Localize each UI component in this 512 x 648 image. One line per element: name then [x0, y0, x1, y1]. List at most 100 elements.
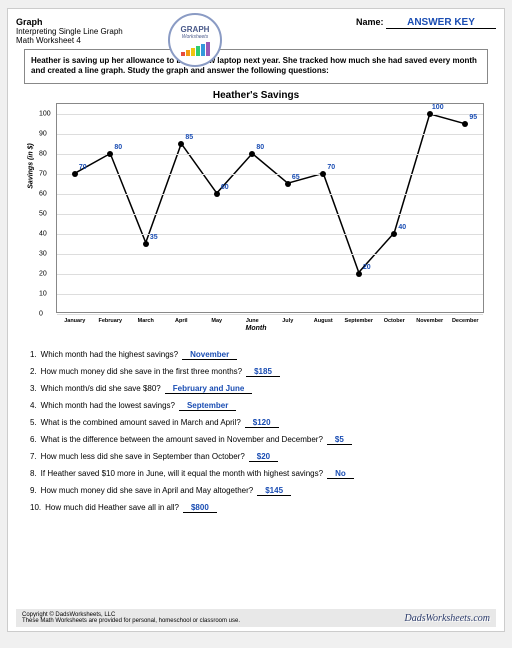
instruction-box: Heather is saving up her allowance to bu… [24, 49, 488, 84]
x-tick-label: May [211, 318, 222, 324]
answer-value: $145 [257, 486, 291, 496]
data-point [72, 171, 78, 177]
header: Graph Interpreting Single Line Graph Mat… [16, 17, 496, 45]
data-label: 100 [432, 104, 444, 111]
x-tick-label: April [175, 318, 188, 324]
x-tick-label: August [314, 318, 333, 324]
question-number: 5. [30, 418, 37, 427]
data-point [320, 171, 326, 177]
grid-line [57, 114, 483, 115]
data-point [249, 151, 255, 157]
y-tick-label: 0 [39, 310, 43, 317]
x-tick-label: October [384, 318, 405, 324]
question-text: Which month/s did she save $80? [41, 384, 161, 393]
doc-title: Graph [16, 17, 123, 27]
x-tick-label: July [282, 318, 293, 324]
question-row: 6.What is the difference between the amo… [30, 435, 482, 445]
grid-line [57, 134, 483, 135]
question-number: 1. [30, 350, 37, 359]
y-tick-label: 70 [39, 170, 47, 177]
data-point [427, 111, 433, 117]
data-label: 60 [221, 184, 229, 191]
answer-value: $20 [249, 452, 278, 462]
x-tick-label: February [98, 318, 122, 324]
x-tick-label: November [416, 318, 443, 324]
data-label: 35 [150, 234, 158, 241]
y-tick-label: 30 [39, 250, 47, 257]
questions-list: 1.Which month had the highest savings?No… [30, 350, 482, 513]
data-point [356, 271, 362, 277]
footer-text: Copyright © DadsWorksheets, LLC These Ma… [22, 612, 240, 624]
y-tick-label: 80 [39, 150, 47, 157]
worksheet-page: Graph Interpreting Single Line Graph Mat… [7, 8, 505, 632]
answer-value: November [182, 350, 237, 360]
logo-text2: Worksheets [182, 34, 208, 40]
grid-line [57, 154, 483, 155]
question-number: 6. [30, 435, 37, 444]
question-number: 7. [30, 452, 37, 461]
data-point [143, 241, 149, 247]
logo-text1: GRAPH [181, 25, 210, 34]
grid-line [57, 174, 483, 175]
question-text: How much did Heather save all in all? [45, 503, 179, 512]
question-number: 4. [30, 401, 37, 410]
question-row: 8.If Heather saved $10 more in June, wil… [30, 469, 482, 479]
logo-bars-icon [181, 42, 210, 56]
question-text: What is the combined amount saved in Mar… [41, 418, 241, 427]
data-label: 85 [185, 134, 193, 141]
data-point [391, 231, 397, 237]
data-point [214, 191, 220, 197]
grid-line [57, 214, 483, 215]
y-tick-label: 40 [39, 230, 47, 237]
data-point [285, 181, 291, 187]
answer-value: $5 [327, 435, 352, 445]
footer: Copyright © DadsWorksheets, LLC These Ma… [16, 609, 496, 627]
y-tick-label: 100 [39, 110, 51, 117]
chart-area: Savings (in $) 0102030405060708090100Jan… [56, 103, 484, 313]
question-number: 2. [30, 367, 37, 376]
question-number: 10. [30, 503, 41, 512]
grid-line [57, 294, 483, 295]
question-text: If Heather saved $10 more in June, will … [41, 469, 323, 478]
doc-subtitle1: Interpreting Single Line Graph [16, 27, 123, 36]
x-tick-label: January [64, 318, 85, 324]
name-field: Name: ANSWER KEY [356, 17, 496, 29]
x-tick-label: September [345, 318, 373, 324]
data-point [107, 151, 113, 157]
chart-container: Heather's Savings Savings (in $) 0102030… [28, 90, 484, 332]
grid-line [57, 234, 483, 235]
question-row: 1.Which month had the highest savings?No… [30, 350, 482, 360]
data-label: 70 [327, 164, 335, 171]
tagline: These Math Worksheets are provided for p… [22, 618, 240, 624]
data-label: 80 [114, 144, 122, 151]
question-row: 2.How much money did she save in the fir… [30, 367, 482, 377]
answer-value: September [179, 401, 236, 411]
answer-value: No [327, 469, 354, 479]
data-point [462, 121, 468, 127]
question-row: 10. How much did Heather save all in all?… [30, 503, 482, 513]
header-left: Graph Interpreting Single Line Graph Mat… [16, 17, 123, 45]
name-value: ANSWER KEY [386, 17, 496, 29]
question-text: How much less did she save in September … [41, 452, 245, 461]
answer-value: $800 [183, 503, 217, 513]
data-label: 65 [292, 174, 300, 181]
question-row: 5. What is the combined amount saved in M… [30, 418, 482, 428]
y-tick-label: 50 [39, 210, 47, 217]
question-number: 3. [30, 384, 37, 393]
x-tick-label: June [246, 318, 259, 324]
answer-value: February and June [165, 384, 253, 394]
question-row: 9. How much money did she save in April a… [30, 486, 482, 496]
question-text: Which month had the lowest savings? [41, 401, 175, 410]
x-axis-label: Month [28, 325, 484, 332]
name-label: Name: [356, 17, 384, 27]
answer-value: $185 [246, 367, 280, 377]
y-axis-label: Savings (in $) [28, 143, 35, 189]
y-tick-label: 60 [39, 190, 47, 197]
y-tick-label: 90 [39, 130, 47, 137]
question-number: 9. [30, 486, 37, 495]
question-text: How much money did she save in April and… [41, 486, 254, 495]
doc-subtitle2: Math Worksheet 4 [16, 36, 123, 45]
grid-line [57, 194, 483, 195]
question-row: 4. Which month had the lowest savings? Sep… [30, 401, 482, 411]
question-row: 3. Which month/s did she save $80? Februar… [30, 384, 482, 394]
